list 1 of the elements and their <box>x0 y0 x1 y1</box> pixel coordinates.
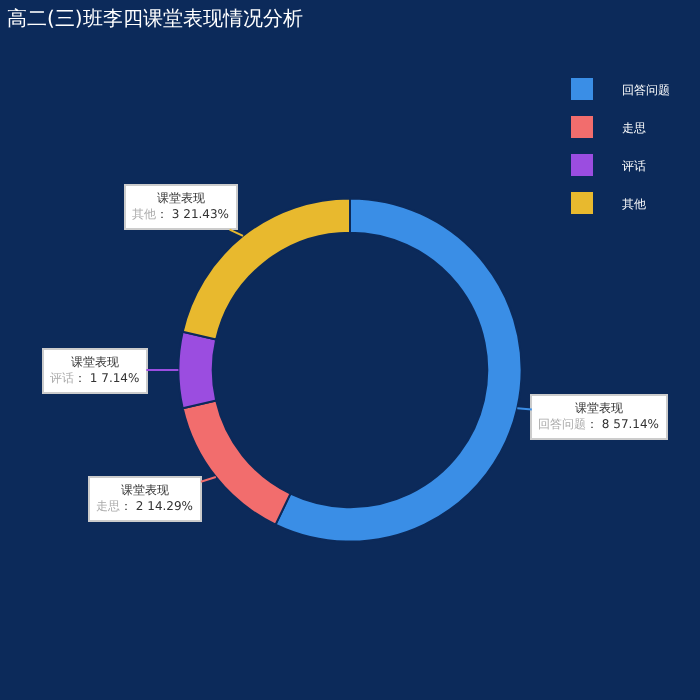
chart-title: 高二(三)班李四课堂表现情况分析 <box>7 6 303 31</box>
